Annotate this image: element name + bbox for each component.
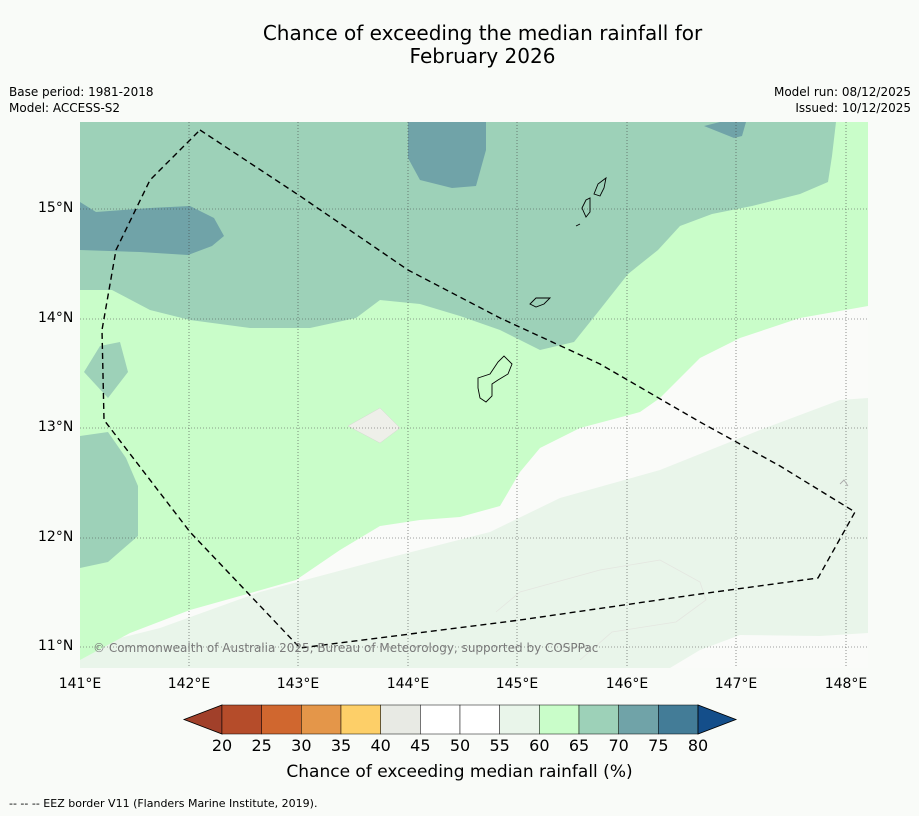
meta-right: Model run: 08/12/2025 Issued: 10/12/2025 (774, 84, 911, 116)
lon-label-144: 144°E (386, 676, 430, 692)
island-rota (529, 297, 552, 308)
colorbar-tick-20: 20 (211, 736, 233, 755)
colorbar-segment-45-50 (420, 704, 461, 735)
island-aguijan (575, 223, 581, 227)
map-area (80, 122, 868, 668)
colorbar-extend-low (182, 704, 223, 735)
lon-label-148: 148°E (824, 676, 868, 692)
islands (477, 176, 849, 487)
title-line-2: February 2026 (409, 44, 556, 68)
lon-label-146: 146°E (605, 676, 649, 692)
colorbar-tick-65: 65 (568, 736, 590, 755)
contour-50-line (495, 559, 707, 661)
base-period: Base period: 1981-2018 (9, 85, 154, 99)
contour-55-60 (80, 398, 868, 668)
island-tinian (581, 197, 591, 218)
eez-border (101, 129, 856, 649)
lat-label-13: 13°N (38, 419, 74, 435)
colorbar-segment-50-55 (459, 704, 500, 735)
colorbar-tick-25: 25 (251, 736, 272, 755)
island-saipan (593, 176, 607, 197)
colorbar-tick-30: 30 (291, 736, 312, 755)
contour-65-70 (80, 122, 836, 350)
colorbar-segment-70-75 (618, 704, 659, 735)
model-name: Model: ACCESS-S2 (9, 101, 121, 115)
gridlines (80, 122, 868, 668)
copyright-notice: © Commonwealth of Australia 2025, Bureau… (93, 641, 599, 655)
chart-title: Chance of exceeding the median rainfall … (0, 22, 919, 68)
eez-footnote: -- -- -- EEZ border V11 (Flanders Marine… (9, 797, 318, 810)
lon-label-145: 145°E (495, 676, 539, 692)
contour-70-75-north (408, 122, 486, 188)
colorbar (182, 704, 738, 735)
contour-45-55-blob (347, 407, 401, 444)
colorbar-tick-50: 50 (449, 736, 471, 755)
lat-label-11: 11°N (38, 638, 74, 654)
colorbar-tick-70: 70 (608, 736, 629, 755)
island-reef-east (839, 479, 849, 487)
colorbar-extend-high (697, 704, 738, 735)
lon-label-142: 142°E (167, 676, 211, 692)
issued-date: Issued: 10/12/2025 (795, 101, 911, 115)
contour-65-70-blob-small (84, 342, 128, 398)
lat-label-12: 12°N (38, 529, 74, 545)
contour-70-75-west (80, 202, 224, 255)
colorbar-segment-40-45 (380, 704, 421, 735)
lon-label-141: 141°E (58, 676, 102, 692)
colorbar-tick-45: 45 (410, 736, 431, 755)
lat-label-14: 14°N (38, 310, 74, 326)
colorbar-segment-20-25 (221, 704, 262, 735)
island-guam (477, 355, 513, 403)
colorbar-segment-65-70 (578, 704, 619, 735)
title-line-1: Chance of exceeding the median rainfall … (262, 21, 703, 45)
lon-label-143: 143°E (276, 676, 320, 692)
contour-65-70-blob-west (80, 432, 138, 568)
colorbar-segment-60-65 (539, 704, 580, 735)
colorbar-tick-75: 75 (648, 736, 669, 755)
colorbar-segment-75-80 (658, 704, 699, 735)
meta-left: Base period: 1981-2018 Model: ACCESS-S2 (9, 84, 154, 116)
lat-label-15: 15°N (38, 200, 74, 216)
colorbar-tick-80: 80 (687, 736, 709, 755)
colorbar-segment-55-60 (499, 704, 540, 735)
colorbar-tick-55: 55 (489, 736, 510, 755)
colorbar-title: Chance of exceeding median rainfall (%) (286, 762, 633, 782)
colorbar-tick-35: 35 (330, 736, 352, 755)
colorbar-segment-30-35 (301, 704, 342, 735)
contour-70-75-ne (704, 122, 746, 138)
colorbar-tick-60: 60 (529, 736, 550, 755)
model-run: Model run: 08/12/2025 (773, 85, 911, 99)
colorbar-segment-35-40 (340, 704, 381, 735)
colorbar-segment-25-30 (261, 704, 302, 735)
lon-label-147: 147°E (714, 676, 758, 692)
colorbar-tick-40: 40 (370, 736, 391, 755)
